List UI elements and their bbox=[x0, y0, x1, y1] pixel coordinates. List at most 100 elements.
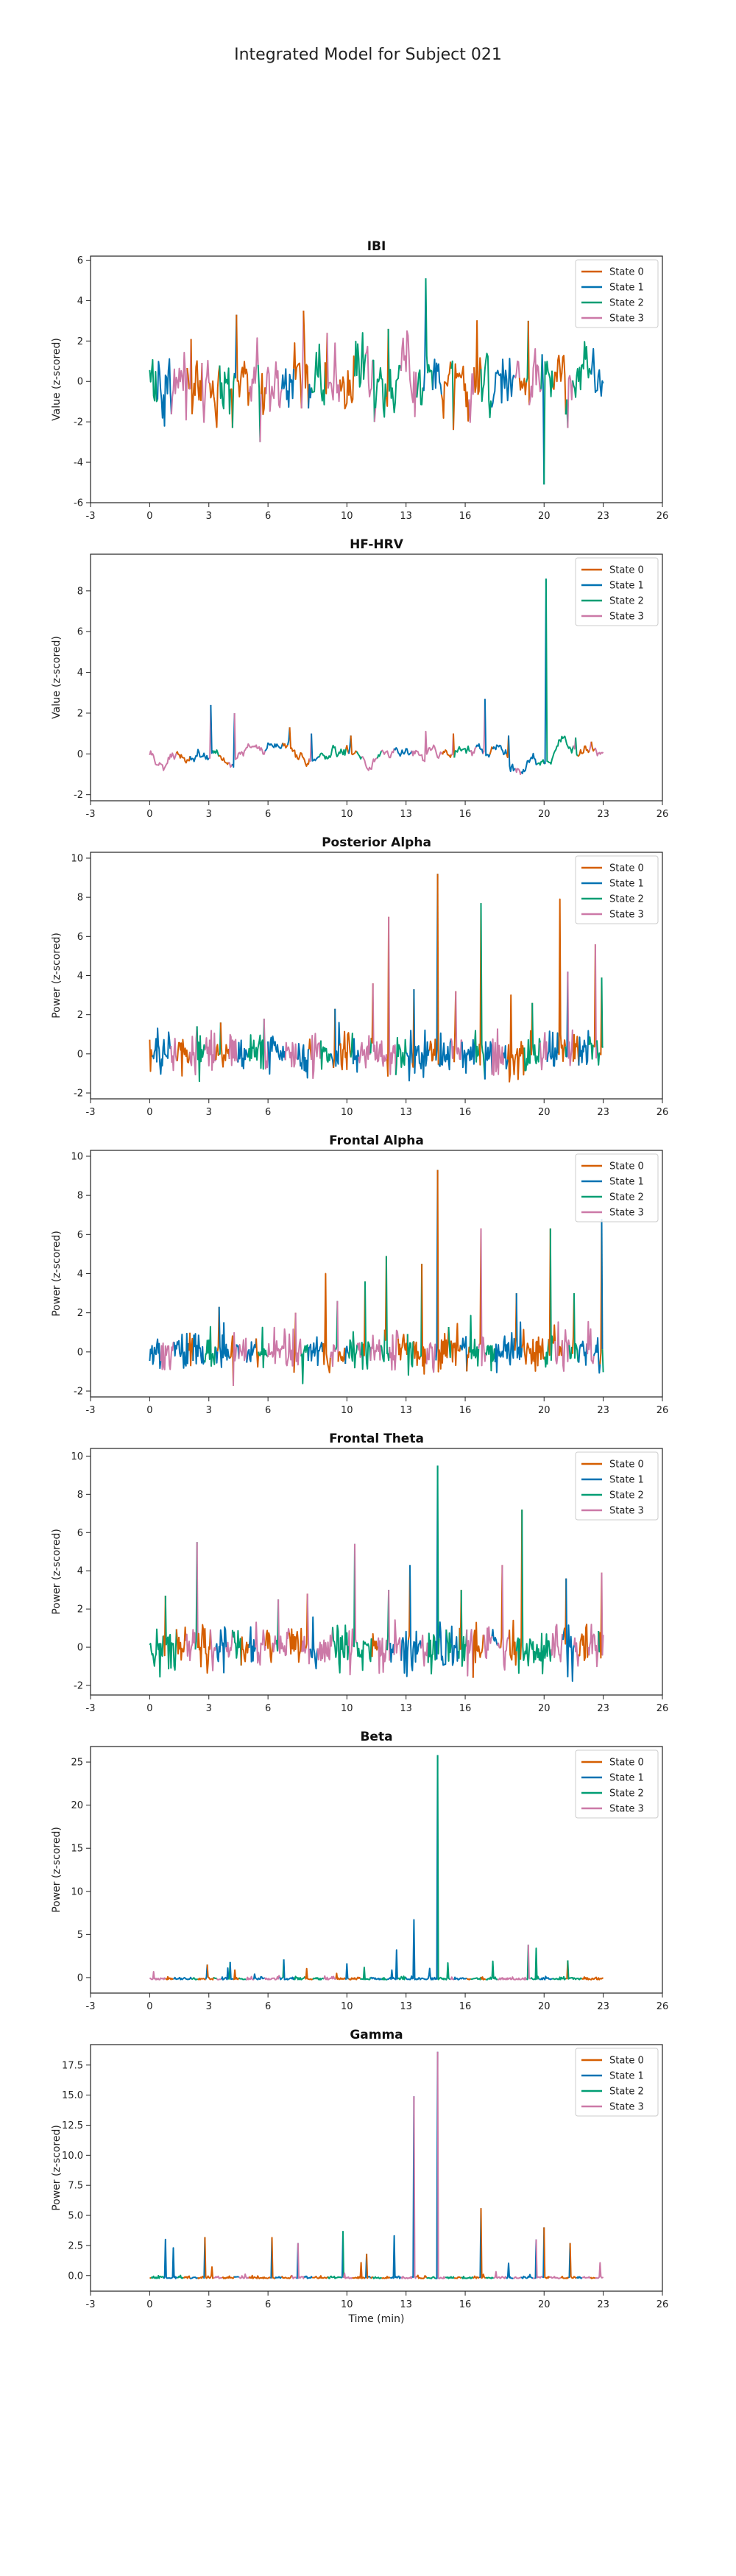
legend-label: State 0 bbox=[609, 2056, 644, 2067]
x-tick-label: 26 bbox=[657, 1703, 669, 1714]
series-line-state-1 bbox=[484, 698, 491, 758]
series-line-state-0 bbox=[572, 1033, 580, 1066]
series-line-state-2 bbox=[523, 1030, 531, 1072]
x-tick-label: 16 bbox=[459, 2299, 472, 2310]
series-line-state-2 bbox=[425, 278, 434, 391]
series-line-state-1 bbox=[330, 1052, 335, 1069]
series-line-state-1 bbox=[173, 1332, 190, 1369]
series-line-state-0 bbox=[339, 355, 355, 410]
series-line-state-0 bbox=[557, 898, 567, 1062]
series-line-state-1 bbox=[280, 368, 294, 408]
series-line-state-3 bbox=[393, 1619, 403, 1661]
y-axis-label: Value (z-scored) bbox=[51, 338, 63, 421]
series-line-state-1 bbox=[578, 1340, 588, 1366]
series-line-state-3 bbox=[369, 1334, 382, 1361]
x-tick-label: 10 bbox=[341, 511, 353, 522]
series-line-state-3 bbox=[233, 1331, 238, 1386]
series-line-state-0 bbox=[421, 1264, 428, 1375]
legend-box bbox=[575, 1153, 659, 1222]
series-line-state-3 bbox=[436, 2051, 447, 2279]
series-line-state-0 bbox=[521, 1328, 546, 1372]
y-tick-label: 2 bbox=[77, 1308, 83, 1319]
series-line-state-1 bbox=[546, 1030, 559, 1067]
series-line-state-1 bbox=[149, 1338, 162, 1370]
series-line-state-2 bbox=[231, 1630, 242, 1666]
series-line-state-1 bbox=[218, 1306, 230, 1368]
panel-title: Beta bbox=[360, 1730, 392, 1744]
series-line-state-3 bbox=[201, 359, 210, 423]
legend-label: State 3 bbox=[609, 1804, 644, 1815]
x-tick-label: 0 bbox=[146, 1107, 152, 1118]
series-line-state-3 bbox=[561, 1329, 570, 1372]
legend-label: State 1 bbox=[609, 1773, 644, 1784]
x-tick-label: 16 bbox=[459, 511, 472, 522]
series-line-state-2 bbox=[311, 343, 326, 406]
y-tick-label: 0 bbox=[77, 1347, 83, 1358]
panel-7: Gamma -3 0 3 6 10 13 16 20 23 26 0.0 2.5 5.0 7.5 10.0 12… bbox=[51, 2028, 668, 2325]
series-line-state-2 bbox=[319, 1040, 331, 1070]
panel-title: IBI bbox=[367, 239, 386, 254]
series-line-state-2 bbox=[293, 1975, 306, 1981]
series-line-state-3 bbox=[294, 1312, 302, 1366]
y-tick-label: 6 bbox=[77, 255, 83, 266]
x-tick-label: 16 bbox=[459, 1703, 472, 1714]
legend-label: State 3 bbox=[609, 612, 644, 623]
series-line-state-0 bbox=[188, 1332, 194, 1367]
series-line-state-0 bbox=[397, 1334, 408, 1361]
x-tick-label: -3 bbox=[86, 2299, 96, 2310]
series-line-state-1 bbox=[308, 383, 313, 408]
series-line-state-0 bbox=[442, 749, 453, 758]
series-line-state-3 bbox=[554, 1321, 560, 1365]
series-line-state-2 bbox=[515, 1637, 522, 1674]
x-tick-label: 23 bbox=[597, 809, 609, 820]
series-line-state-1 bbox=[592, 1337, 601, 1374]
series-line-state-2 bbox=[545, 578, 575, 765]
series-line-state-3 bbox=[595, 2262, 604, 2279]
legend-label: State 1 bbox=[609, 1475, 644, 1486]
legend-label: State 0 bbox=[609, 1161, 644, 1172]
series-line-state-3 bbox=[550, 1624, 564, 1663]
series-line-state-1 bbox=[576, 2276, 583, 2279]
series-line-state-0 bbox=[322, 1273, 331, 1373]
series-line-state-1 bbox=[210, 704, 214, 754]
series-line-state-0 bbox=[436, 1170, 450, 1373]
x-tick-label: 10 bbox=[341, 809, 353, 820]
series-line-state-3 bbox=[255, 1621, 266, 1666]
series-line-state-3 bbox=[470, 746, 477, 757]
series-line-state-3 bbox=[272, 1635, 277, 1653]
series-line-state-3 bbox=[329, 1344, 337, 1367]
series-line-state-1 bbox=[389, 2234, 402, 2279]
series-line-state-3 bbox=[149, 1971, 166, 1981]
series-line-state-2 bbox=[436, 1465, 440, 1655]
series-line-state-0 bbox=[197, 1978, 206, 1981]
series-line-state-1 bbox=[157, 358, 172, 427]
series-line-state-0 bbox=[366, 2254, 369, 2279]
series-line-state-0 bbox=[302, 311, 310, 408]
legend-label: State 3 bbox=[609, 910, 644, 921]
y-tick-label: 0 bbox=[77, 749, 83, 760]
series-line-state-3 bbox=[238, 2273, 250, 2279]
series-line-state-1 bbox=[453, 1976, 467, 1981]
series-line-state-1 bbox=[220, 1967, 230, 1981]
series-line-state-1 bbox=[192, 1333, 206, 1365]
series-line-state-3 bbox=[356, 1342, 362, 1358]
series-line-state-2 bbox=[347, 1331, 358, 1369]
series-line-state-2 bbox=[213, 1976, 218, 1980]
series-line-state-0 bbox=[255, 1338, 260, 1368]
series-line-state-1 bbox=[389, 1642, 395, 1663]
series-line-state-0 bbox=[473, 2275, 481, 2279]
series-line-state-3 bbox=[277, 1599, 291, 1657]
legend-label: State 0 bbox=[609, 1459, 644, 1471]
y-tick-label: 4 bbox=[77, 971, 83, 982]
series-line-state-2 bbox=[355, 1638, 373, 1671]
legend: State 0 State 1 State 2 State 3 bbox=[575, 855, 659, 924]
series-line-state-0 bbox=[176, 1038, 191, 1077]
y-axis-label: Value (z-scored) bbox=[51, 636, 63, 719]
series-line-state-2 bbox=[450, 360, 454, 431]
series-line-state-2 bbox=[247, 1018, 265, 1070]
series-line-state-3 bbox=[528, 348, 542, 406]
series-line-state-0 bbox=[190, 339, 203, 415]
y-tick-label: -2 bbox=[74, 1681, 83, 1692]
series-line-state-3 bbox=[389, 1329, 399, 1371]
